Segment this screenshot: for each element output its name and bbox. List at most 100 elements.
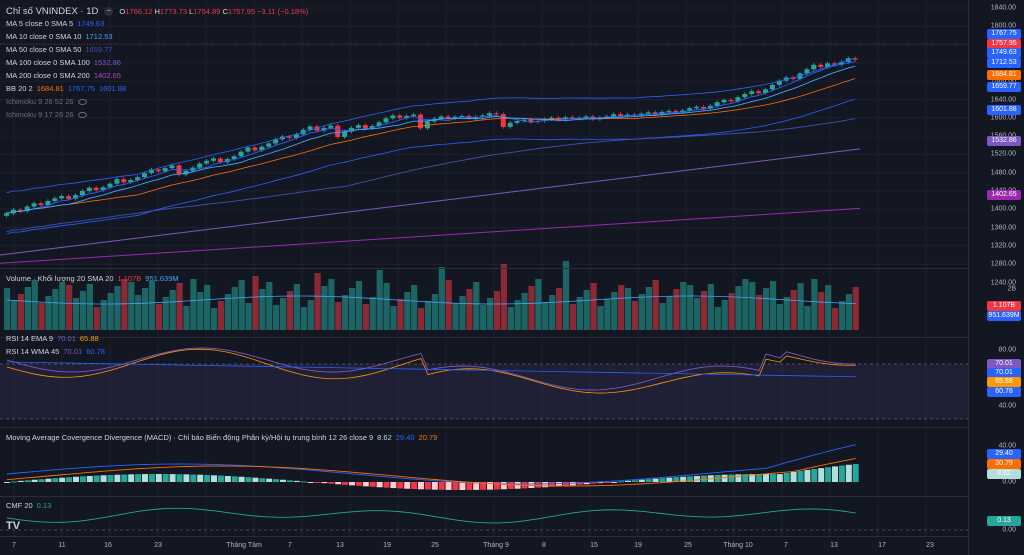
volume-bar	[625, 288, 632, 330]
candle	[404, 115, 410, 118]
volume-bar	[286, 291, 294, 330]
macd-histogram-bar	[825, 467, 832, 482]
eye-off-icon[interactable]	[77, 98, 87, 105]
macd-histogram-bar	[197, 474, 204, 482]
price-tag: 1757.95	[987, 39, 1021, 49]
chart-canvas[interactable]	[0, 0, 968, 536]
price-axis[interactable]: 1840.001800.001760.001720.001680.001640.…	[968, 0, 1024, 555]
macd-histogram-bar	[390, 482, 397, 489]
symbol-title[interactable]: Chỉ số VNINDEX · 1D	[6, 5, 99, 17]
price-tick-label: 1400.00	[990, 205, 1016, 213]
volume-bar	[383, 283, 390, 330]
macd-histogram-bar	[162, 474, 169, 482]
legend-ma10[interactable]: MA 10 close 0 SMA 10 1712.53	[6, 32, 113, 41]
legend-bb[interactable]: BB 20 2 1684.81 1767.75 1601.88	[6, 84, 127, 93]
macd-histogram-bar	[542, 482, 549, 488]
candle	[790, 77, 796, 79]
volume-bar	[169, 290, 176, 330]
candle	[583, 116, 589, 118]
macd-tag: 8.62	[987, 469, 1021, 479]
macd-histogram-bar	[445, 482, 452, 490]
volume-bar	[818, 292, 825, 330]
macd-histogram-bar	[190, 474, 197, 482]
price-tick-label: 1480.00	[990, 169, 1016, 177]
volume-bar	[17, 294, 24, 330]
macd-tag: 20.79	[987, 459, 1021, 469]
volume-bar	[576, 297, 583, 330]
volume-bar	[707, 284, 714, 330]
pane-separator[interactable]	[0, 427, 968, 428]
volume-bar	[542, 302, 549, 330]
time-label: Tháng 10	[723, 542, 753, 549]
volume-bar	[273, 305, 280, 330]
price-tick-label: 1840.00	[990, 4, 1016, 12]
price-tick-label: 1600.00	[990, 114, 1016, 122]
macd-histogram-bar	[507, 482, 514, 490]
macd-histogram-bar	[700, 475, 707, 482]
ma200-line	[0, 207, 861, 264]
legend-ma100[interactable]: MA 100 close 0 SMA 100 1532.86	[6, 58, 121, 67]
volume-bar	[38, 303, 45, 330]
macd-histogram-bar	[852, 464, 859, 482]
macd-histogram-bar	[797, 470, 804, 482]
candle	[293, 134, 299, 138]
macd-histogram-bar	[217, 475, 224, 482]
legend-ichimoku-1[interactable]: Ichimoku 9 26 52 26	[6, 95, 126, 108]
volume-bar	[687, 285, 694, 330]
price-tick-label: 1680.00	[991, 78, 1016, 85]
volume-bar	[155, 304, 162, 330]
macd-histogram-bar	[266, 478, 273, 482]
volume-bar	[135, 295, 142, 330]
price-tag: 1684.81	[987, 70, 1021, 80]
macd-histogram-bar	[625, 480, 631, 482]
volume-bar	[79, 291, 87, 330]
price-tag: 1749.63	[987, 48, 1021, 58]
volume-bar	[100, 300, 107, 330]
candle	[24, 206, 30, 212]
volume-bar	[611, 292, 618, 330]
macd-histogram-bar	[480, 482, 487, 490]
legend-ma50[interactable]: MA 50 close 0 SMA 50 1659.77	[6, 45, 113, 54]
macd-histogram-bar	[204, 474, 211, 482]
candle	[528, 119, 534, 122]
legend-ichimoku-2[interactable]: Ichimoku 9 17 26 26	[6, 108, 126, 121]
candle	[714, 102, 720, 106]
macd-histogram-bar	[286, 480, 293, 482]
macd-histogram-bar	[569, 482, 576, 486]
rsi-ema-line	[6, 348, 856, 394]
macd-histogram-bar	[618, 481, 625, 483]
volume-bar	[431, 294, 438, 330]
macd-histogram-bar	[645, 479, 652, 482]
time-axis[interactable]: 7 11 16 23 Tháng Tám 7 13 19 25 Tháng 9 8 15 19 25 Thá…	[0, 536, 968, 555]
volume-bar	[680, 282, 687, 330]
volume-bar	[300, 307, 307, 330]
eye-off-icon[interactable]	[77, 111, 87, 118]
candle	[397, 115, 403, 118]
volume-bar	[776, 304, 783, 330]
candle	[459, 115, 465, 117]
candle	[52, 198, 58, 202]
candle	[59, 196, 65, 199]
volume-bar	[493, 291, 501, 330]
legend-ma5[interactable]: MA 5 close 0 SMA 5 1749.63	[6, 19, 105, 28]
collapse-icon[interactable]: −	[104, 6, 114, 16]
volume-bar	[114, 286, 121, 330]
candle	[73, 195, 78, 199]
pane-separator[interactable]	[0, 337, 968, 338]
pane-separator[interactable]	[0, 496, 968, 497]
time-label: 19	[634, 542, 642, 549]
volume-bar	[411, 285, 418, 330]
tradingview-logo-icon[interactable]: TV	[6, 520, 21, 532]
candle	[217, 158, 223, 163]
macd-histogram-bar	[673, 477, 680, 482]
macd-histogram-bar	[604, 482, 611, 483]
candle	[135, 177, 141, 181]
volume-bar	[142, 288, 149, 330]
pane-separator[interactable]	[0, 268, 968, 269]
volume-tag: 1.107B	[987, 301, 1021, 311]
candle	[707, 105, 713, 109]
macd-histogram-bar	[238, 476, 245, 482]
macd-histogram-bar	[293, 480, 300, 482]
legend-ma200[interactable]: MA 200 close 0 SMA 200 1402.65	[6, 71, 121, 80]
rsi-band	[0, 364, 968, 419]
